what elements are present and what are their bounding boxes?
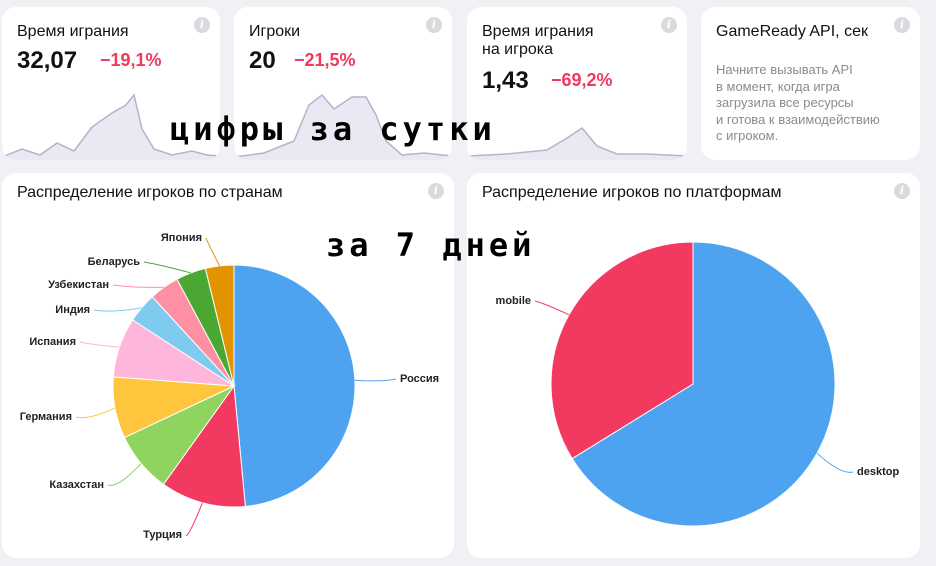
kpi-value: 32,07 <box>17 47 78 74</box>
kpi-card-players: Игроки i 20 −21,5% <box>234 7 452 160</box>
countries-chart-card: Распределение игроков по странам i Росси… <box>2 173 454 558</box>
sparkline <box>467 127 687 160</box>
pie-label: Казахстан <box>49 479 104 491</box>
kpi-title: Время играния на игрока <box>482 23 594 59</box>
info-icon[interactable]: i <box>426 17 442 33</box>
kpi-value: 20 <box>249 47 276 74</box>
kpi-title-line-1: Время играния <box>482 23 594 40</box>
pie-label: Япония <box>161 232 202 244</box>
desc-line: с игроком. <box>716 128 779 143</box>
kpi-value: 1,43 <box>482 67 529 94</box>
pie-leader-line <box>534 300 570 316</box>
chart-title: Распределение игроков по странам <box>17 184 283 201</box>
pie-leader-line <box>112 284 165 288</box>
kpi-delta: −21,5% <box>294 50 356 70</box>
desc-line: в момент, когда игра <box>716 78 840 94</box>
pie-leader-line <box>79 341 120 348</box>
gameready-card: GameReady API, сек i Начните вызывать AP… <box>701 7 920 160</box>
pie-leader-line <box>107 463 142 486</box>
gameready-description: Начните вызывать API в момент, когда игр… <box>716 62 906 145</box>
pie-leader-line <box>93 307 142 312</box>
pie-leader-line <box>205 237 221 267</box>
pie-leader-line <box>816 452 854 473</box>
kpi-title-line-2: на игрока <box>482 41 553 58</box>
info-icon[interactable]: i <box>428 183 444 199</box>
kpi-delta: −69,2% <box>551 70 613 90</box>
kpi-delta: −19,1% <box>100 50 162 70</box>
info-icon[interactable]: i <box>894 17 910 33</box>
kpi-card-playtime: Время играния i 32,07 −19,1% <box>2 7 220 160</box>
info-icon[interactable]: i <box>661 17 677 33</box>
pie-label: Испания <box>29 336 76 348</box>
pie-label: desktop <box>857 466 899 478</box>
pie-leader-line <box>143 261 192 274</box>
overlay-weekly-caption: за 7 дней <box>326 226 536 264</box>
gameready-title: GameReady API, сек <box>716 23 868 40</box>
desc-line: и готова к взаимодействию <box>716 111 880 127</box>
pie-slice-1[interactable] <box>550 241 694 460</box>
pie-slice-8[interactable] <box>204 264 235 387</box>
pie-label: mobile <box>496 295 531 307</box>
pie-leader-line <box>75 407 116 419</box>
platforms-chart-card: Распределение игроков по платформам i de… <box>467 173 920 558</box>
pie-label: Беларусь <box>88 256 141 268</box>
pie-label: Германия <box>20 411 72 423</box>
pie-leader-line <box>185 502 203 536</box>
overlay-daily-caption: цифры за сутки <box>170 110 496 148</box>
sparkline <box>2 93 220 160</box>
info-icon[interactable]: i <box>894 183 910 199</box>
pie-leader-line <box>354 378 397 382</box>
desc-line: Начните вызывать API <box>716 62 853 77</box>
sparkline <box>234 93 452 160</box>
chart-title: Распределение игроков по платформам <box>482 184 782 201</box>
pie-label: Индия <box>55 304 90 316</box>
pie-slice-0[interactable] <box>233 264 356 508</box>
kpi-title: Время играния <box>17 23 129 40</box>
kpi-card-playtime-per-player: Время играния на игрока i 1,43 −69,2% <box>467 7 687 160</box>
pie-label: Россия <box>400 373 439 385</box>
countries-pie-chart: Россия Турция Казахстан Германия Испания Инди… <box>20 232 439 541</box>
desc-line: загрузила все ресурсы <box>716 95 854 110</box>
kpi-title: Игроки <box>249 23 301 40</box>
pie-label: Турция <box>143 529 182 541</box>
platforms-pie-chart: desktop mobile <box>496 241 899 527</box>
info-icon[interactable]: i <box>194 17 210 33</box>
pie-label: Узбекистан <box>48 279 109 291</box>
